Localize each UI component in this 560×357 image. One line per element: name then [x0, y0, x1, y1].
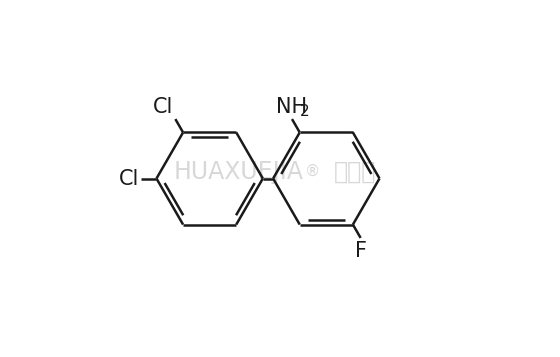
- Text: ®: ®: [305, 164, 320, 179]
- Text: Cl: Cl: [153, 97, 174, 117]
- Text: 2: 2: [300, 104, 310, 119]
- Text: NH: NH: [277, 97, 307, 117]
- Text: 化学加: 化学加: [334, 160, 377, 183]
- Text: Cl: Cl: [119, 169, 139, 188]
- Text: HUAXUEJIA: HUAXUEJIA: [174, 160, 304, 183]
- Text: F: F: [354, 241, 367, 261]
